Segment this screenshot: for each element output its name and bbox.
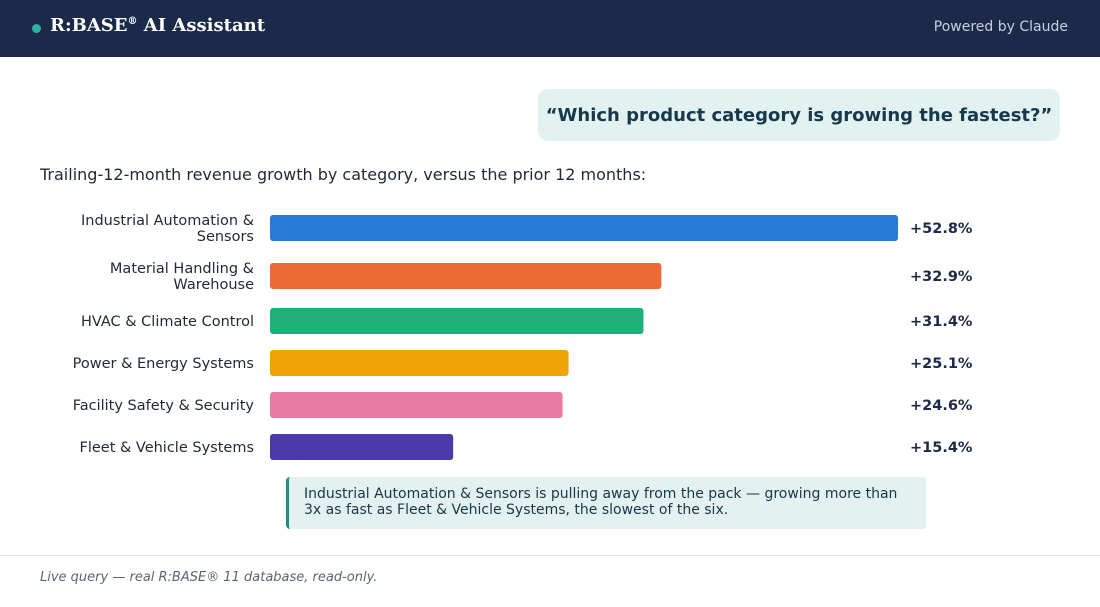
brand-name: R:BASE bbox=[50, 15, 128, 36]
growth-bar bbox=[270, 350, 569, 376]
category-label: Power & Energy Systems bbox=[73, 356, 254, 372]
value-label: +32.9% bbox=[910, 269, 973, 285]
user-question-bubble: “Which product category is growing the f… bbox=[538, 89, 1060, 141]
powered-by-label: Powered by Claude bbox=[933, 19, 1068, 35]
value-label: +15.4% bbox=[910, 440, 973, 456]
status-dot-icon bbox=[32, 24, 41, 33]
registered-mark: ® bbox=[127, 16, 138, 27]
growth-bar bbox=[270, 263, 662, 289]
footer-note: Live query — real R:BASE® 11 database, r… bbox=[40, 570, 378, 585]
value-label: +25.1% bbox=[910, 356, 973, 372]
value-label: +31.4% bbox=[910, 314, 973, 330]
category-label: HVAC & Climate Control bbox=[81, 314, 254, 330]
category-label: Industrial Automation & Sensors bbox=[81, 213, 254, 245]
growth-bar bbox=[270, 434, 454, 460]
app-title: R:BASE® AI Assistant bbox=[50, 15, 265, 36]
growth-bar bbox=[270, 215, 898, 241]
category-label: Facility Safety & Security bbox=[73, 398, 255, 414]
insight-callout: Industrial Automation & Sensors is pulli… bbox=[286, 477, 926, 529]
value-label: +52.8% bbox=[910, 221, 973, 237]
growth-bar bbox=[270, 392, 563, 418]
category-label: Fleet & Vehicle Systems bbox=[79, 440, 254, 456]
app-header: R:BASE® AI Assistant Powered by Claude bbox=[0, 0, 1100, 57]
category-label: Material Handling & Warehouse bbox=[110, 261, 254, 293]
growth-bar bbox=[270, 308, 644, 334]
footer-divider bbox=[0, 555, 1100, 556]
answer-intro: Trailing-12-month revenue growth by cate… bbox=[40, 165, 647, 184]
brand-suffix: AI Assistant bbox=[137, 15, 266, 36]
value-label: +24.6% bbox=[910, 398, 973, 414]
growth-bar-chart: Industrial Automation & Sensors +52.8% Mate… bbox=[73, 213, 973, 460]
